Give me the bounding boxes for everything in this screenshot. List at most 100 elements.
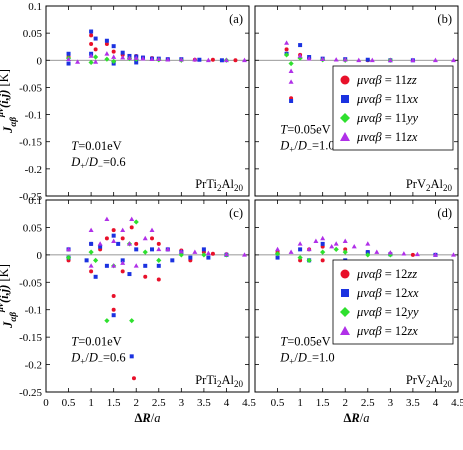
material-label: PrTi2Al20 (195, 373, 243, 389)
legend-marker (340, 132, 350, 141)
data-point (65, 255, 72, 261)
data-point (241, 57, 247, 63)
data-point (210, 251, 215, 256)
data-point (156, 246, 162, 252)
y-tick-label: -0.2 (25, 360, 42, 372)
legend-entry: μναβ = 11zz (356, 73, 417, 87)
data-point (170, 258, 175, 263)
y-tick-label: 0.1 (28, 195, 42, 207)
data-point (120, 269, 125, 274)
x-tick-label: 3 (388, 397, 394, 409)
data-point (288, 79, 294, 84)
data-point (192, 57, 198, 62)
data-point (365, 57, 370, 62)
data-point (120, 50, 125, 55)
panel-label: (d) (437, 206, 452, 220)
data-point (93, 59, 99, 64)
data-point (104, 263, 109, 268)
legend-marker (340, 326, 350, 335)
ratio-label: D+/D−=1.0 (279, 350, 334, 366)
data-point (142, 249, 148, 255)
data-point (88, 59, 94, 66)
series-11zx (66, 51, 247, 64)
x-tick-label: 2.5 (361, 397, 375, 409)
data-point (93, 47, 98, 52)
data-point (201, 252, 207, 258)
y-tick-label: -0.25 (19, 191, 42, 203)
data-point (289, 99, 294, 103)
legend-marker (341, 289, 349, 297)
x-tick-label: 1 (297, 397, 303, 409)
legend-marker (340, 269, 350, 279)
data-point (192, 249, 198, 254)
legend-entry: μναβ = 12zx (356, 324, 418, 338)
data-point (450, 252, 456, 257)
data-point (133, 55, 139, 60)
x-tick-label: 2 (133, 397, 139, 409)
data-point (66, 56, 72, 61)
data-point (241, 252, 247, 257)
data-point (156, 263, 161, 268)
data-point (210, 57, 215, 62)
data-point (111, 294, 116, 298)
data-point (120, 227, 126, 232)
data-point (104, 38, 109, 43)
y-tick-label: -0.15 (19, 332, 42, 344)
data-point (150, 247, 155, 252)
y-axis-label: Jαβμν(i,j) [K] (0, 69, 18, 134)
data-point (165, 246, 171, 252)
data-point (178, 248, 184, 254)
data-point (275, 255, 280, 260)
data-point (66, 51, 71, 56)
data-point (126, 55, 132, 60)
panel-label: (a) (229, 12, 243, 26)
data-point (410, 252, 415, 257)
y-tick-label: -0.1 (25, 110, 42, 122)
data-point (219, 58, 224, 63)
data-point (111, 54, 117, 59)
x-tick-label: 2 (342, 397, 348, 409)
data-point (111, 228, 116, 233)
y-tick-label: -0.05 (19, 277, 42, 289)
material-label: PrTi2Al20 (195, 177, 243, 193)
data-point (306, 257, 312, 263)
data-point (297, 55, 303, 61)
data-point (351, 244, 357, 249)
y-tick-label: 0.05 (23, 222, 43, 234)
x-tick-label: 3 (179, 397, 185, 409)
legend-marker (340, 113, 350, 123)
x-tick-label: 1 (88, 397, 94, 409)
data-point (365, 241, 371, 246)
data-point (75, 59, 81, 64)
data-point (313, 238, 319, 243)
ratio-label: D+/D−=1.0 (279, 139, 334, 155)
panel-d: 0.5 1 1.5 2 2.5 3 3.5 4 4.5 ΔR/a (d) T=0.05eV D+/D−=… (254, 199, 463, 425)
data-point (432, 57, 438, 63)
x-tick-label: 4 (224, 397, 230, 409)
x-tick-label: 2.5 (152, 397, 166, 409)
panel-a: 0.1 0.05 0 -0.05 -0.1 -0.15 -0.2 -0.25 Jαβμν(i,j… (0, 1, 250, 203)
y-tick-label: 0.1 (28, 1, 42, 13)
legend: μναβ = 11zz μναβ = 11xx μναβ = 11yy μναβ = … (332, 65, 454, 151)
data-point (111, 44, 116, 49)
data-point (88, 227, 94, 232)
data-point (88, 263, 94, 268)
data-point (365, 250, 370, 255)
x-tick-label: 1.5 (107, 397, 121, 409)
data-point (89, 42, 94, 46)
plot-frame (254, 199, 459, 393)
data-point (369, 57, 375, 63)
x-tick-label: 0.5 (62, 397, 76, 409)
data-point (387, 57, 393, 63)
data-point (188, 255, 193, 260)
data-point (297, 53, 303, 58)
ratio-label: D+/D−=0.6 (70, 350, 125, 366)
data-point (450, 57, 456, 63)
data-point (306, 246, 312, 252)
data-point (111, 233, 116, 238)
plot-frame (254, 5, 459, 197)
temperature-label: T=0.05eV (280, 334, 330, 348)
data-point (306, 56, 312, 61)
